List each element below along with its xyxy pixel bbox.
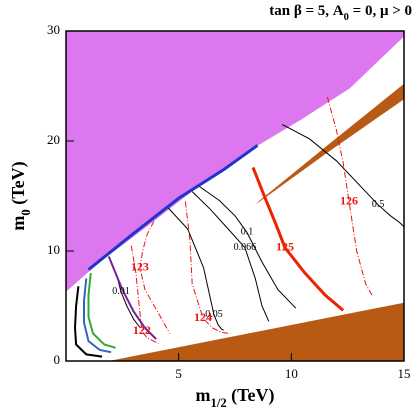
frame [65, 30, 405, 362]
contour-label: 124 [194, 310, 212, 324]
x-tick-label: 10 [285, 366, 298, 381]
excluded-region [255, 83, 404, 205]
contour-label: 125 [276, 239, 294, 253]
contour-line [282, 124, 404, 228]
contour-line [139, 221, 171, 334]
y-axis-label: m0 (TeV) [8, 161, 33, 230]
contour-label: 0.066 [234, 242, 257, 253]
y-axis-label-part: m [8, 216, 28, 231]
x-axis-label-part: m [196, 385, 211, 405]
y-tick-label: 0 [54, 352, 61, 367]
y-axis-label-part: (TeV) [8, 161, 29, 209]
contour-label: 0.01 [112, 286, 130, 297]
contour-line [326, 96, 373, 297]
contour-line [184, 201, 231, 334]
contour-label: 0.5 [372, 199, 385, 210]
y-tick-label: 20 [47, 132, 60, 147]
x-axis-label-part: (TeV) [227, 385, 275, 406]
x-axis-label-part: 1/2 [211, 396, 227, 410]
y-axis-label-part: 0 [19, 209, 33, 215]
contour-line [130, 245, 159, 344]
contour-line [87, 272, 116, 349]
contour-line [167, 206, 224, 331]
plot-area [66, 31, 404, 361]
x-tick-label: 5 [175, 366, 182, 381]
contour-line [83, 278, 112, 354]
excluded-region [66, 31, 404, 292]
y-tick-label: 10 [47, 242, 60, 257]
contour-line [251, 166, 345, 312]
x-axis-label: m1/2 (TeV) [196, 385, 275, 410]
contour-label: 0.1 [241, 227, 254, 238]
contour-label: 126 [340, 193, 358, 207]
chart-title-part: = 0, μ > 0 [349, 3, 412, 19]
contour-line [87, 144, 259, 271]
contour-line [191, 191, 270, 322]
x-tick-label: 15 [398, 366, 411, 381]
y-tick-label: 30 [47, 22, 60, 37]
contour-line [73, 286, 103, 358]
chart-title-part: 0 [344, 12, 349, 23]
chart-title: tan β = 5, A0 = 0, μ > 0 [269, 3, 412, 22]
contour-line [107, 256, 157, 340]
contour-label: 122 [133, 323, 151, 337]
chart-title-part: tan β = 5, A [269, 3, 344, 19]
excluded-region [108, 302, 404, 361]
contour-label: 123 [131, 259, 149, 273]
contour-label: 0.05 [205, 309, 223, 320]
contour-line [198, 185, 297, 309]
